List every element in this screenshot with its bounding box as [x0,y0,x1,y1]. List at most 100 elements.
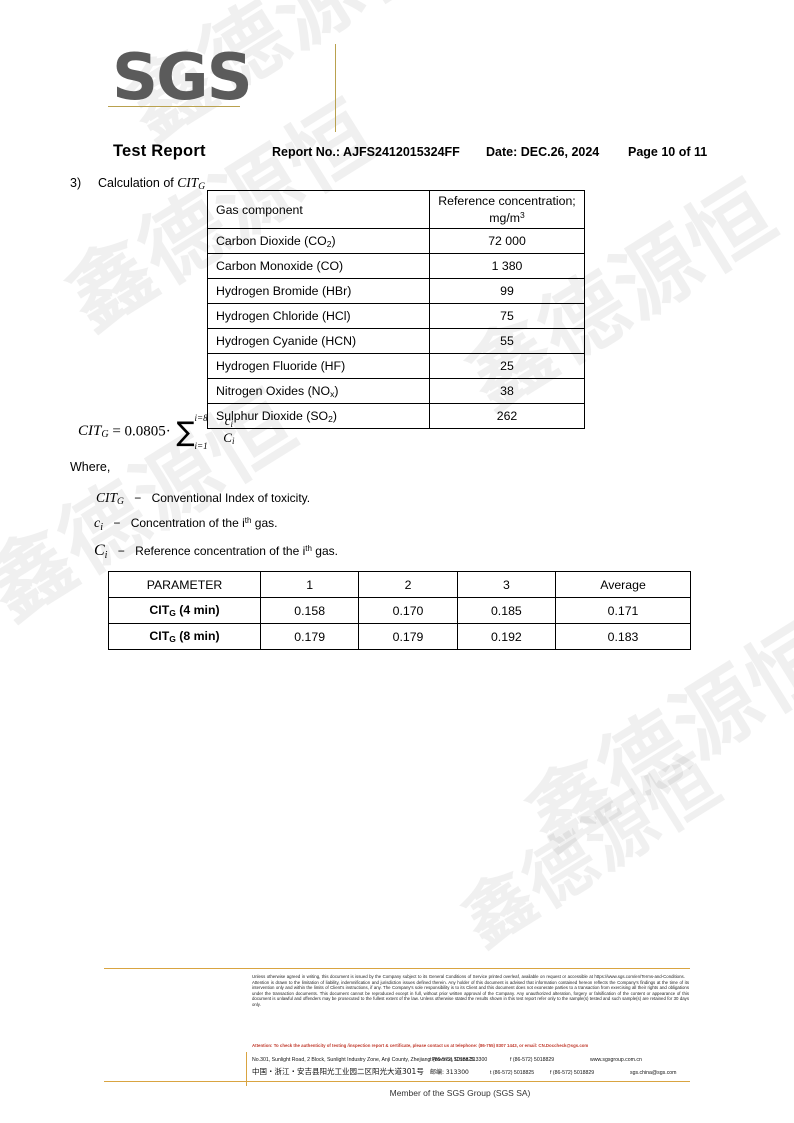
gas-value-cell: 99 [429,278,585,304]
result-value-cell: 0.158 [259,597,360,624]
definition-dash: − [117,544,125,558]
report-number: Report No.: AJFS2412015324FF [272,145,460,159]
footer-address-row-cn: 中国・浙江・安吉县阳光工业园二区阳光大道301号 邮编: 313300 t (8… [252,1066,692,1079]
logo-vertical-rule [335,44,336,132]
definition-dash: − [113,516,121,530]
gas-name-cell: Sulphur Dioxide (SO2) [207,403,430,429]
definition-dash: − [134,491,142,505]
definition-symbol: Ci [94,542,108,561]
page-title: Test Report [113,142,206,160]
result-value-cell: 0.183 [555,623,691,650]
summation-symbol: ∑ i=8 i=1 [176,413,208,451]
formula-lhs: CITG [78,423,109,441]
gas-name-cell: Nitrogen Oxides (NOx) [207,378,430,404]
gas-value-cell: 262 [429,403,585,429]
result-value-cell: 0.171 [555,597,691,624]
table-header-row: PARAMETER 1 2 3 Average [108,571,691,598]
website-en: www.sgsgroup.com.cn [590,1057,642,1063]
definition-text: Conventional Index of toxicity. [151,491,311,505]
sgs-logo: SGS [112,41,336,132]
footer-top-rule [104,968,690,969]
footer-member-line: Member of the SGS Group (SGS SA) [0,1088,794,1098]
table-row: CITG (4 min) 0.158 0.170 0.185 0.171 [108,597,691,624]
citg-formula: CITG = 0.0805· ∑ i=8 i=1 ci Ci [78,413,237,451]
result-value-cell: 0.185 [456,597,557,624]
gas-name-cell: Carbon Monoxide (CO) [207,253,430,279]
column-header-gas-component: Gas component [207,190,430,229]
table-header-row: Gas component Reference concentration; mg/… [207,190,585,229]
result-value-cell: 0.192 [456,623,557,650]
watermark-text: 鑫德源恒 [447,740,736,963]
result-label-cell: CITG (8 min) [108,623,261,650]
definition-text: Reference concentration of the i [135,544,306,558]
ordinal-superscript: th [244,516,252,525]
footer-bottom-rule [104,1081,690,1082]
tel-en: t (86-572) 5018825 [430,1057,475,1063]
table-row: Nitrogen Oxides (NOx) 38 [207,378,585,404]
column-header: 2 [358,571,458,598]
table-row: Hydrogen Chloride (HCl) 75 [207,303,585,329]
fax-en: f (86-572) 5018829 [510,1057,555,1063]
gas-value-cell: 75 [429,303,585,329]
definition-citg: CITG − Conventional Index of toxicity. [96,490,310,507]
footer-attention-notice: Attention: To check the authenticity of … [252,1043,589,1048]
section-number: 3) [70,176,82,190]
address-en: No.301, Sunlight Road, 2 Block, Sunlight… [252,1057,488,1063]
definition-ci-lower: ci − Concentration of the ith gas. [94,516,277,533]
result-label-cell: CITG (4 min) [108,597,261,624]
result-value-cell: 0.170 [358,597,458,624]
column-header: 3 [456,571,557,598]
gas-value-cell: 25 [429,353,585,379]
table-row: Sulphur Dioxide (SO2) 262 [207,403,585,429]
footer-address-row-en: No.301, Sunlight Road, 2 Block, Sunlight… [252,1055,692,1066]
report-date: Date: DEC.26, 2024 [486,145,600,159]
definition-ci-upper: Ci − Reference concentration of the ith … [94,542,338,561]
gas-name-cell: Hydrogen Bromide (HBr) [207,278,430,304]
formula-fraction: ci Ci [220,413,237,448]
footer-address-block: No.301, Sunlight Road, 2 Block, Sunlight… [252,1055,692,1079]
logo-horizontal-rule [108,106,240,107]
column-header: 1 [259,571,360,598]
citg-results-table: PARAMETER 1 2 3 Average CITG (4 min) 0.158 0.17… [108,571,691,650]
column-header: PARAMETER [108,571,261,598]
tel-cn: t (86-572) 5018825 [490,1070,535,1076]
fraction-denominator: Ci [223,430,235,447]
section-symbol: CITG [177,175,206,192]
table-row: CITG (8 min) 0.179 0.179 0.192 0.183 [108,623,691,650]
page-indicator: Page 10 of 11 [628,145,708,159]
definition-symbol: ci [94,516,103,533]
where-label: Where, [70,460,111,474]
footer-disclaimer: Unless otherwise agreed in writing, this… [252,974,689,1007]
fraction-numerator: ci [221,413,237,429]
sgs-logo-text: SGS [112,41,253,115]
table-row: Hydrogen Cyanide (HCN) 55 [207,328,585,354]
table-row: Hydrogen Bromide (HBr) 99 [207,278,585,304]
gas-name-cell: Hydrogen Cyanide (HCN) [207,328,430,354]
footer-address-divider [246,1052,247,1086]
gas-name-cell: Hydrogen Chloride (HCl) [207,303,430,329]
column-header-reference-concentration: Reference concentration; mg/m3 [429,190,585,229]
result-value-cell: 0.179 [259,623,360,650]
result-value-cell: 0.179 [358,623,458,650]
table-row: Carbon Dioxide (CO2) 72 000 [207,228,585,254]
report-title-row: Test Report Report No.: AJFS2412015324FF… [0,142,794,164]
gas-component-table: Gas component Reference concentration; mg/… [207,190,585,429]
table-row: Carbon Monoxide (CO) 1 380 [207,253,585,279]
column-header: Average [555,571,691,598]
section-title: Calculation of [98,176,174,190]
table-row: Hydrogen Fluoride (HF) 25 [207,353,585,379]
section-heading: 3) Calculation of CITG [70,175,205,192]
ordinal-superscript: th [305,544,312,553]
gas-value-cell: 72 000 [429,228,585,254]
gas-name-cell: Carbon Dioxide (CO2) [207,228,430,254]
fax-cn: f (86-572) 5018829 [550,1070,595,1076]
member-text: Member of the SGS Group (SGS SA) [389,1088,531,1098]
gas-name-cell: Hydrogen Fluoride (HF) [207,353,430,379]
gas-value-cell: 1 380 [429,253,585,279]
postcode-cn: 邮编: 313300 [430,1069,469,1076]
address-cn: 中国・浙江・安吉县阳光工业园二区阳光大道301号 [252,1067,424,1076]
formula-equals: = 0.0805· [112,423,171,440]
gas-value-cell: 55 [429,328,585,354]
definition-text-tail: gas. [311,544,338,558]
